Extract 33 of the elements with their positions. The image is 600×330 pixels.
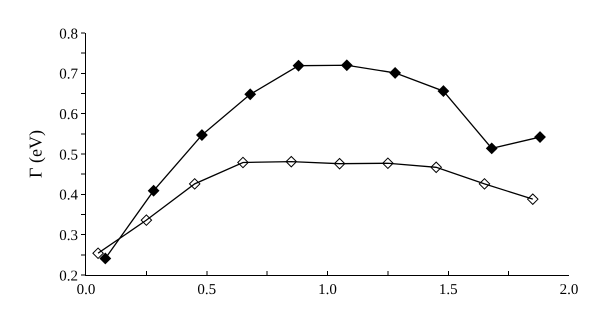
y-tick-label: 0.4 <box>59 188 78 204</box>
point <box>478 178 490 190</box>
point <box>341 60 353 71</box>
point <box>244 88 256 100</box>
y-tick-label: 0.2 <box>59 268 78 284</box>
x-tick-label: 0.0 <box>76 282 96 298</box>
x-tick-label: 1.0 <box>318 282 337 298</box>
x-tick-label: 2.0 <box>560 282 578 298</box>
point <box>100 252 112 264</box>
point <box>527 193 538 205</box>
y-tick-label: 0.5 <box>59 147 78 164</box>
point <box>237 156 249 168</box>
point <box>534 131 546 143</box>
y-tick-label: 0.3 <box>59 228 78 244</box>
x-tick-label: 1.5 <box>438 282 458 298</box>
point <box>196 129 208 141</box>
point <box>148 185 160 196</box>
y-tick-label: 0.8 <box>59 26 78 42</box>
point <box>286 156 297 168</box>
point <box>438 85 450 97</box>
y-axis-title: Γ (eV) <box>25 130 46 178</box>
point <box>382 158 394 169</box>
point <box>430 162 442 174</box>
y-tick-label: 0.6 <box>59 106 78 123</box>
point <box>389 67 401 79</box>
point <box>140 214 152 226</box>
point <box>188 178 200 190</box>
point <box>292 60 304 72</box>
x-tick-label: 0.5 <box>197 282 216 298</box>
point <box>92 248 104 259</box>
point <box>334 158 346 170</box>
y-tick-label: 0.7 <box>59 66 78 83</box>
point <box>486 142 498 154</box>
